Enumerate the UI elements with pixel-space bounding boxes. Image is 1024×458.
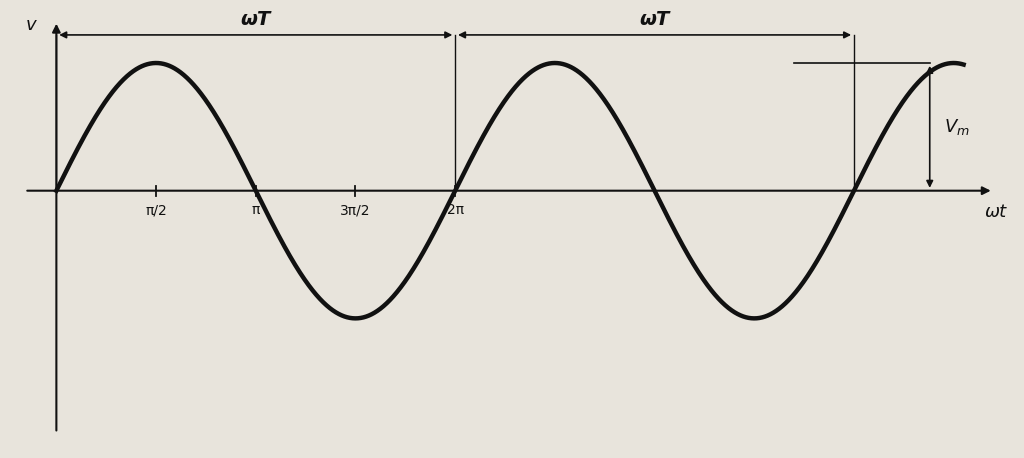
Text: π/2: π/2 (145, 203, 167, 218)
Text: ωT: ωT (241, 10, 271, 28)
Text: 2π: 2π (446, 203, 464, 218)
Text: ωt: ωt (984, 203, 1007, 222)
Text: ωT: ωT (639, 10, 670, 28)
Text: $V_m$: $V_m$ (944, 117, 970, 137)
Text: v: v (26, 16, 37, 34)
Text: 3π/2: 3π/2 (340, 203, 371, 218)
Text: π: π (252, 203, 260, 218)
